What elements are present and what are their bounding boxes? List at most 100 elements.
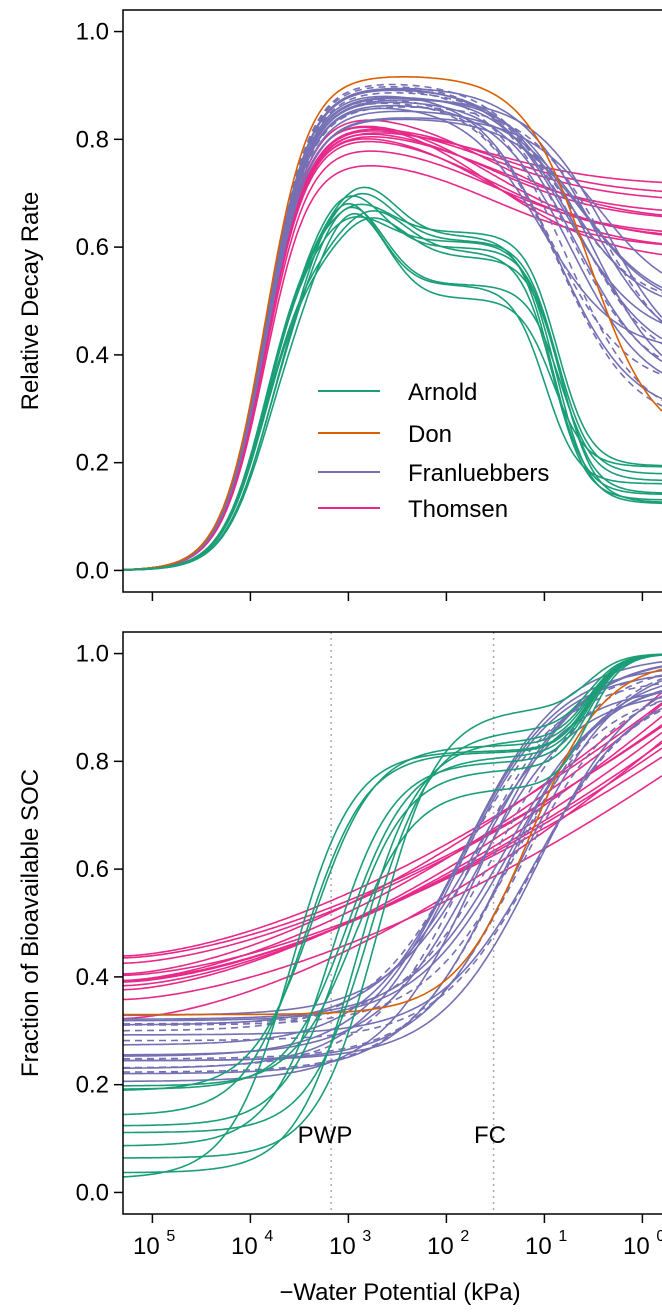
- x-tick-label: 10: [133, 1233, 160, 1260]
- x-tick-label-exponent: 1: [558, 1228, 567, 1245]
- y-tick-label: 0.6: [76, 856, 109, 883]
- fc-annotation: FC: [474, 1122, 506, 1149]
- franluebbers-soc-line: [123, 666, 662, 1083]
- x-axis-title: −Water Potential (kPa): [279, 1279, 520, 1306]
- franluebbers-soc-line: [123, 691, 662, 1020]
- top-x-ticks: [151, 592, 644, 601]
- y-tick-label: 0.2: [76, 1072, 109, 1099]
- franluebbers-decay-line: [123, 99, 662, 571]
- top-plot-lines: [123, 76, 662, 571]
- arnold-decay-line: [123, 195, 662, 571]
- thomsen-decay-line: [123, 126, 662, 571]
- x-tick-label: 10: [525, 1233, 552, 1260]
- franluebbers-soc-line: [123, 679, 662, 1062]
- franluebbers-decay-line: [123, 97, 662, 571]
- franluebbers-soc-line: [123, 700, 662, 1060]
- franluebbers-soc-line: [123, 695, 662, 1062]
- y-tick-label: 0.8: [76, 126, 109, 153]
- franluebbers-soc-line: [123, 675, 662, 1070]
- bottom-plot-lines: [123, 653, 662, 1178]
- y-tick-label: 1.0: [76, 19, 109, 46]
- legend-label-arnold: Arnold: [408, 379, 477, 406]
- thomsen-soc-line: [123, 756, 662, 977]
- y-tick-label: 0.4: [76, 342, 109, 369]
- arnold-decay-line: [123, 186, 662, 571]
- arnold-soc-line: [123, 654, 662, 1087]
- y-tick-label: 0.4: [76, 964, 109, 991]
- arnold-soc-line: [123, 653, 662, 1178]
- thomsen-decay-line: [123, 128, 662, 571]
- legend: Arnold Don Franluebbers Thomsen: [318, 379, 549, 523]
- franluebbers-decay-line: [123, 86, 662, 571]
- don-decay-line: [123, 76, 662, 571]
- top-y-ticks: 0.0 0.2 0.4 0.6 0.8 1.0: [76, 19, 123, 584]
- thomsen-soc-line: [123, 702, 662, 957]
- legend-label-thomsen: Thomsen: [408, 496, 508, 523]
- thomsen-decay-line: [123, 130, 662, 571]
- x-tick-label-exponent: 4: [264, 1228, 273, 1245]
- y-tick-label: 0.0: [76, 557, 109, 584]
- franluebbers-soc-line: [123, 709, 662, 1042]
- x-tick-label-exponent: 0: [656, 1228, 662, 1245]
- y-tick-label: 0.0: [76, 1179, 109, 1206]
- franluebbers-decay-line: [123, 117, 662, 571]
- bottom-panel: 10 5 10 4 10 3 10 2 10 1 10 0 0.0 0.2 0.4 0.6 0.8 1.0 PW…: [17, 631, 662, 1306]
- x-tick-label: 10: [427, 1233, 454, 1260]
- franluebbers-decay-line: [123, 89, 662, 571]
- arnold-decay-line: [123, 217, 662, 571]
- franluebbers-decay-line: [123, 107, 662, 571]
- thomsen-decay-line: [123, 150, 662, 571]
- arnold-soc-line: [123, 653, 662, 1147]
- franluebbers-decay-line: [123, 89, 662, 571]
- thomsen-soc-line: [123, 740, 662, 1020]
- arnold-soc-line: [123, 653, 662, 1091]
- y-tick-label: 1.0: [76, 641, 109, 668]
- arnold-decay-line: [123, 202, 662, 571]
- franluebbers-decay-line: [123, 96, 662, 571]
- arnold-soc-line: [123, 653, 662, 1090]
- franluebbers-soc-line: [123, 700, 662, 1073]
- franluebbers-decay-line: [123, 99, 662, 571]
- legend-label-franluebbers: Franluebbers: [408, 460, 549, 487]
- franluebbers-decay-line: [123, 106, 662, 571]
- franluebbers-decay-line: [123, 92, 662, 571]
- y-tick-label: 0.8: [76, 748, 109, 775]
- arnold-soc-line: [123, 653, 662, 1174]
- thomsen-soc-line: [123, 703, 662, 982]
- franluebbers-decay-line: [123, 83, 662, 571]
- franluebbers-soc-line: [123, 677, 662, 1026]
- franluebbers-soc-line: [123, 682, 662, 1032]
- franluebbers-decay-line: [123, 87, 662, 571]
- x-tick-label: 10: [623, 1233, 650, 1260]
- top-plot-frame: [122, 9, 662, 593]
- top-panel: 0.0 0.2 0.4 0.6 0.8 1.0 Relative Decay Rate A…: [17, 9, 662, 601]
- bottom-y-ticks: 0.0 0.2 0.4 0.6 0.8 1.0: [76, 641, 123, 1206]
- x-tick-label: 10: [329, 1233, 356, 1260]
- franluebbers-decay-line: [123, 102, 662, 571]
- franluebbers-decay-line: [123, 88, 662, 571]
- arnold-soc-line: [123, 653, 662, 1159]
- x-tick-label: 10: [231, 1233, 258, 1260]
- x-tick-label-exponent: 3: [362, 1228, 371, 1245]
- y-tick-label: 0.6: [76, 234, 109, 261]
- arnold-decay-line: [123, 210, 662, 571]
- legend-label-don: Don: [408, 421, 452, 448]
- bottom-plot-frame: [122, 631, 662, 1215]
- franluebbers-decay-line: [123, 110, 662, 571]
- arnold-decay-line: [123, 206, 662, 571]
- thomsen-soc-line: [123, 715, 662, 991]
- y-tick-label: 0.2: [76, 450, 109, 477]
- thomsen-soc-line: [123, 775, 662, 1001]
- top-y-axis-title: Relative Decay Rate: [17, 192, 44, 411]
- x-tick-label-exponent: 5: [166, 1228, 175, 1245]
- thomsen-decay-line: [123, 165, 662, 571]
- thomsen-decay-line: [123, 125, 662, 571]
- arnold-soc-line: [123, 653, 662, 1134]
- franluebbers-decay-line: [123, 101, 662, 571]
- don-soc-line: [123, 668, 662, 1016]
- bottom-x-ticks: 10 5 10 4 10 3 10 2 10 1 10 0: [133, 1214, 662, 1260]
- arnold-soc-line: [123, 654, 662, 1127]
- bottom-y-axis-title: Fraction of Bioavailable SOC: [17, 769, 44, 1077]
- pwp-annotation: PWP: [298, 1122, 353, 1149]
